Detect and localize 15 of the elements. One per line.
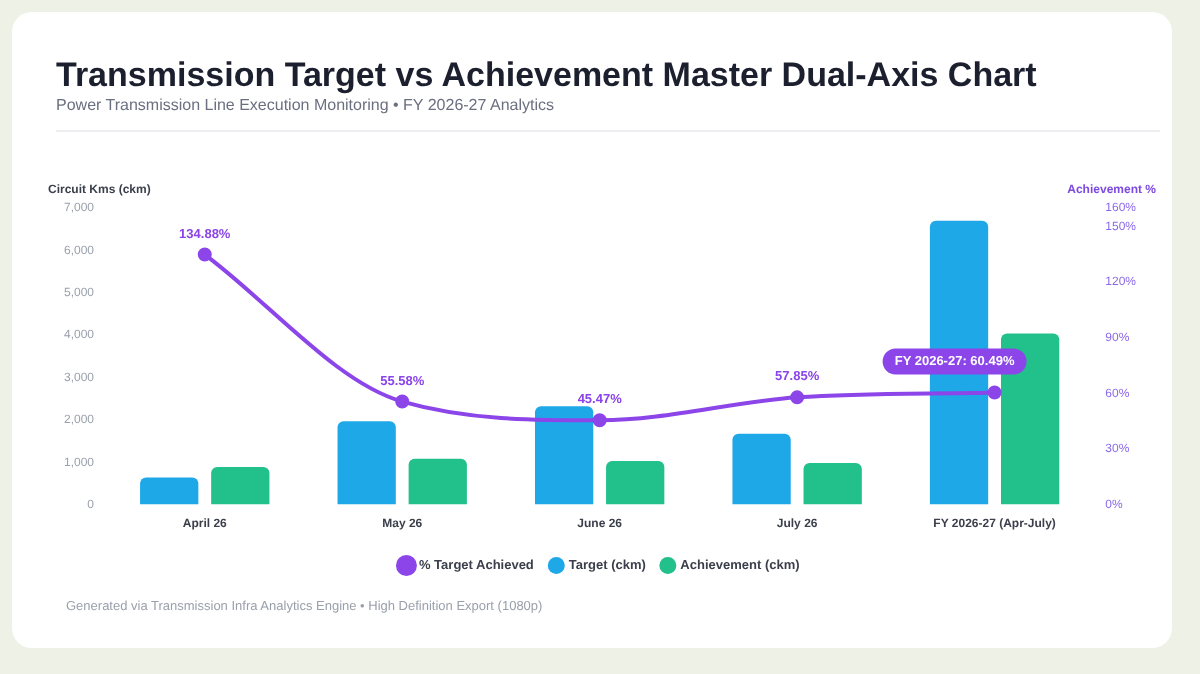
point [395, 394, 410, 409]
chart-title: Transmission Target vs Achievement Master Dual-Axis Chart [56, 56, 1037, 96]
bar [408, 458, 467, 505]
point [790, 390, 805, 405]
bar [534, 406, 594, 505]
chart-subtitle: Power Transmission Line Execution Monitoring • FY 2026-27 Analytics [56, 96, 554, 114]
bar [606, 460, 665, 505]
point [197, 247, 212, 262]
bar [732, 433, 791, 505]
bar [211, 466, 270, 505]
bar [803, 463, 862, 505]
point [592, 413, 607, 428]
point [987, 385, 1002, 400]
bar [337, 421, 396, 505]
bar [140, 477, 199, 505]
